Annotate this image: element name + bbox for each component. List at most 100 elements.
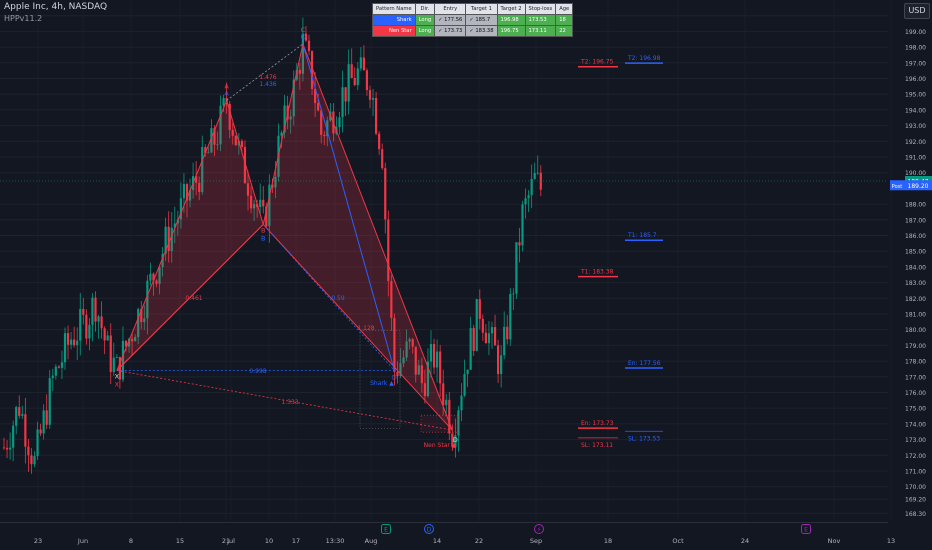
col-target2: Target 2 — [496, 3, 526, 15]
candle-body — [207, 152, 210, 154]
candle-body — [253, 204, 256, 209]
cell-entry: ✓ 177.56 — [434, 14, 467, 26]
candle-body — [506, 326, 509, 340]
candle-body — [371, 97, 375, 100]
candle-body — [66, 333, 70, 345]
candle-body — [27, 446, 30, 456]
event-marker-glyph: ⚡ — [537, 527, 541, 534]
candle-body — [231, 129, 234, 136]
pattern-point-label: X — [115, 381, 120, 389]
candle-body — [320, 110, 323, 135]
candle-body — [292, 79, 295, 117]
candle-body — [509, 294, 512, 340]
y-tick-label: 170.00 — [905, 484, 926, 491]
candle-body — [222, 97, 225, 106]
candle-body — [493, 327, 497, 346]
y-tick-label: 185.00 — [905, 249, 926, 256]
candle-body — [262, 199, 265, 207]
candle-body — [533, 172, 536, 179]
cell-name: Nen Star — [372, 25, 416, 37]
candle-body — [88, 324, 91, 339]
candle-body — [304, 33, 308, 41]
candle-body — [243, 146, 247, 184]
candle-body — [341, 87, 344, 118]
pattern-point-label: D — [453, 436, 458, 444]
xd-nen-leg — [116, 370, 453, 431]
y-tick-label: 177.00 — [905, 374, 926, 381]
candle-body — [167, 226, 170, 251]
candle-body — [152, 273, 155, 281]
ratio-label: 0.461 — [185, 295, 202, 302]
candle-body — [512, 293, 515, 295]
level-label: T1: 185.7 — [627, 232, 657, 239]
candle-body — [219, 105, 222, 145]
candle-body — [289, 116, 292, 120]
event-marker[interactable] — [381, 524, 391, 534]
candle-body — [201, 147, 204, 193]
candle-body — [411, 339, 414, 347]
pattern-point-label: B — [261, 226, 265, 234]
candle-body — [164, 226, 167, 254]
event-marker[interactable] — [801, 524, 811, 534]
cell-target2: 196.98 — [496, 14, 526, 26]
candle-body — [353, 77, 356, 86]
candle-body — [210, 128, 213, 153]
price-axis[interactable] — [888, 0, 932, 550]
pattern-point-label: C — [301, 26, 306, 34]
col-stop-loss: Stop-loss — [524, 3, 557, 15]
candle-body — [82, 308, 85, 315]
ratio-label: 1.128 — [357, 325, 374, 332]
candle-body — [457, 410, 460, 436]
y-tick-label: 197.00 — [905, 60, 926, 67]
candle-body — [179, 198, 182, 220]
y-tick-label: 188.00 — [905, 202, 926, 209]
candle-body — [417, 365, 420, 375]
candle-body — [173, 223, 176, 228]
candle-body — [137, 309, 140, 338]
candle-body — [490, 327, 494, 334]
candle-body — [445, 399, 448, 406]
post-price-tag — [905, 180, 932, 191]
cd-shark-leg — [302, 43, 395, 371]
candle-body — [185, 184, 189, 201]
candle-body — [109, 335, 112, 373]
candle-body — [155, 280, 158, 284]
pattern-point-label: X — [115, 373, 120, 381]
pattern-point-label: C — [301, 33, 306, 41]
x-tick-label: 17 — [292, 537, 300, 545]
y-tick-label: 198.00 — [905, 45, 926, 52]
event-marker[interactable] — [424, 524, 434, 534]
y-tick-label: 180.00 — [905, 327, 926, 334]
candle-body — [463, 374, 466, 396]
candle-body — [500, 355, 503, 375]
y-tick-label: 181.00 — [905, 311, 926, 318]
candle-body — [393, 317, 396, 372]
y-tick-label: 186.00 — [905, 233, 926, 240]
candle-body — [249, 195, 253, 209]
pattern-point-label: D — [392, 374, 397, 382]
event-marker-glyph: E — [384, 527, 388, 534]
candle-body — [442, 383, 445, 406]
currency-button[interactable]: USD — [904, 3, 930, 19]
event-marker[interactable] — [534, 524, 544, 534]
candle-body — [15, 407, 18, 426]
pattern-table: Pattern Name Dir. Entry Target 1 Target … — [372, 3, 574, 37]
col-dir: Dir. — [414, 3, 436, 15]
x-tick-label: 18 — [604, 537, 612, 545]
event-marker-glyph: D — [427, 527, 432, 534]
x-tick-label: 22 — [475, 537, 483, 545]
candle-body — [314, 88, 317, 104]
candle-body — [478, 299, 481, 319]
candle-body — [195, 176, 198, 183]
col-age: Age — [555, 3, 574, 15]
bcd-triangle — [262, 42, 453, 431]
candle-body — [103, 328, 106, 341]
candle-body — [118, 357, 121, 380]
y-tick-label: 178.00 — [905, 359, 926, 366]
indicator-name[interactable]: HPPv11.2 — [4, 14, 43, 23]
candle-body — [396, 371, 399, 377]
symbol-title[interactable]: Apple Inc, 4h, NASDAQ — [4, 2, 108, 12]
pattern-point-label: A — [224, 89, 229, 97]
y-tick-label: 182.00 — [905, 296, 926, 303]
